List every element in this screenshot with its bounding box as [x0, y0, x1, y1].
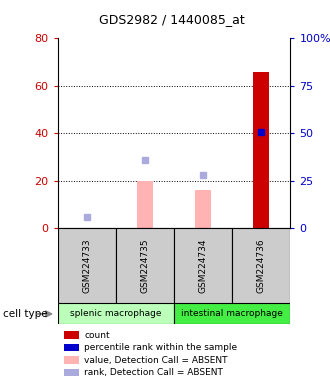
Bar: [195, 190, 211, 228]
Text: GSM224736: GSM224736: [257, 238, 266, 293]
Text: GDS2982 / 1440085_at: GDS2982 / 1440085_at: [99, 13, 245, 26]
Bar: [253, 72, 270, 228]
Text: rank, Detection Call = ABSENT: rank, Detection Call = ABSENT: [84, 368, 223, 377]
Text: GSM224733: GSM224733: [82, 238, 91, 293]
Bar: [58, 228, 116, 303]
Text: intestinal macrophage: intestinal macrophage: [181, 310, 283, 318]
Text: cell type: cell type: [3, 309, 48, 319]
Bar: [116, 228, 174, 303]
Bar: [232, 228, 290, 303]
Bar: [174, 303, 290, 324]
Bar: [137, 181, 153, 228]
Text: value, Detection Call = ABSENT: value, Detection Call = ABSENT: [84, 356, 228, 364]
Text: percentile rank within the sample: percentile rank within the sample: [84, 343, 237, 352]
Bar: [58, 303, 174, 324]
Bar: [174, 228, 232, 303]
Text: GSM224735: GSM224735: [141, 238, 149, 293]
Text: splenic macrophage: splenic macrophage: [70, 310, 162, 318]
Text: GSM224734: GSM224734: [199, 239, 208, 293]
Text: count: count: [84, 331, 110, 339]
